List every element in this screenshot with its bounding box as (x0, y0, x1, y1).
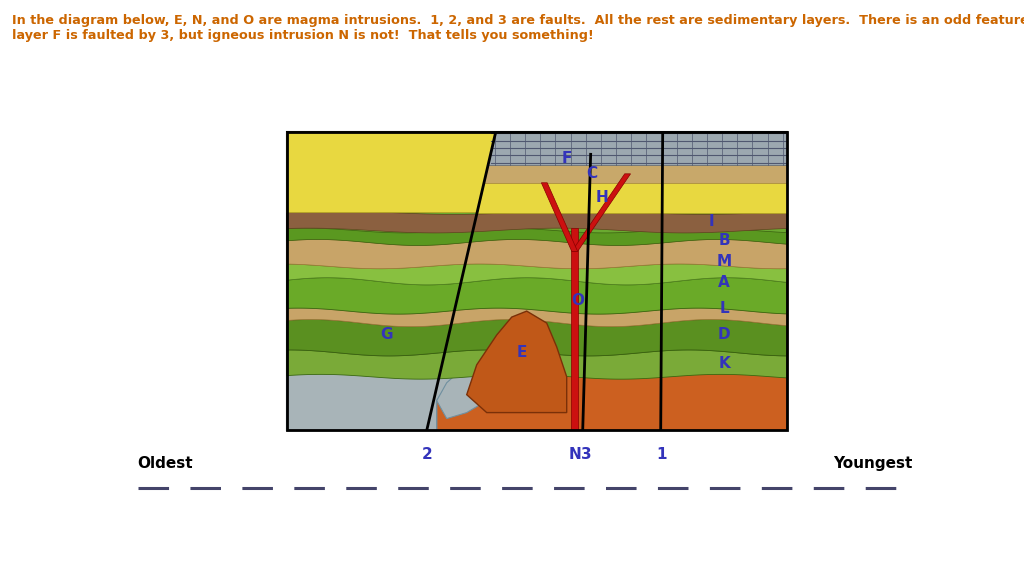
Polygon shape (287, 369, 786, 430)
Text: 2: 2 (421, 447, 432, 462)
Text: H: H (595, 190, 608, 205)
Polygon shape (287, 211, 786, 233)
Text: C: C (586, 166, 597, 181)
Bar (287, 132, 786, 430)
Polygon shape (542, 183, 578, 251)
Text: B: B (719, 234, 730, 249)
Text: G: G (381, 328, 393, 343)
Polygon shape (287, 319, 786, 356)
Polygon shape (287, 287, 457, 430)
Polygon shape (287, 228, 786, 246)
Text: M: M (717, 254, 732, 270)
Text: F: F (561, 152, 571, 166)
Polygon shape (287, 239, 786, 268)
Polygon shape (287, 308, 786, 327)
Text: Youngest: Youngest (833, 456, 912, 471)
Text: 1: 1 (656, 447, 667, 462)
Polygon shape (467, 311, 566, 413)
Text: A: A (718, 275, 730, 290)
Polygon shape (571, 174, 631, 251)
Text: E: E (516, 345, 527, 360)
Polygon shape (477, 183, 786, 213)
Text: K: K (718, 356, 730, 371)
Bar (571, 227, 578, 430)
Polygon shape (436, 365, 497, 418)
Text: D: D (718, 328, 730, 343)
Text: N: N (568, 447, 581, 462)
Text: In the diagram below, E, N, and O are magma intrusions.  1, 2, and 3 are faults.: In the diagram below, E, N, and O are ma… (12, 14, 1024, 42)
Text: 3: 3 (582, 447, 592, 462)
Polygon shape (488, 132, 786, 165)
Text: L: L (720, 300, 729, 316)
Polygon shape (484, 165, 786, 183)
Text: Oldest: Oldest (137, 456, 194, 471)
Text: O: O (571, 293, 585, 308)
Polygon shape (287, 264, 786, 285)
Polygon shape (287, 132, 496, 213)
Bar (287, 132, 786, 430)
Polygon shape (287, 350, 786, 379)
Text: I: I (709, 214, 715, 229)
Polygon shape (287, 278, 786, 314)
